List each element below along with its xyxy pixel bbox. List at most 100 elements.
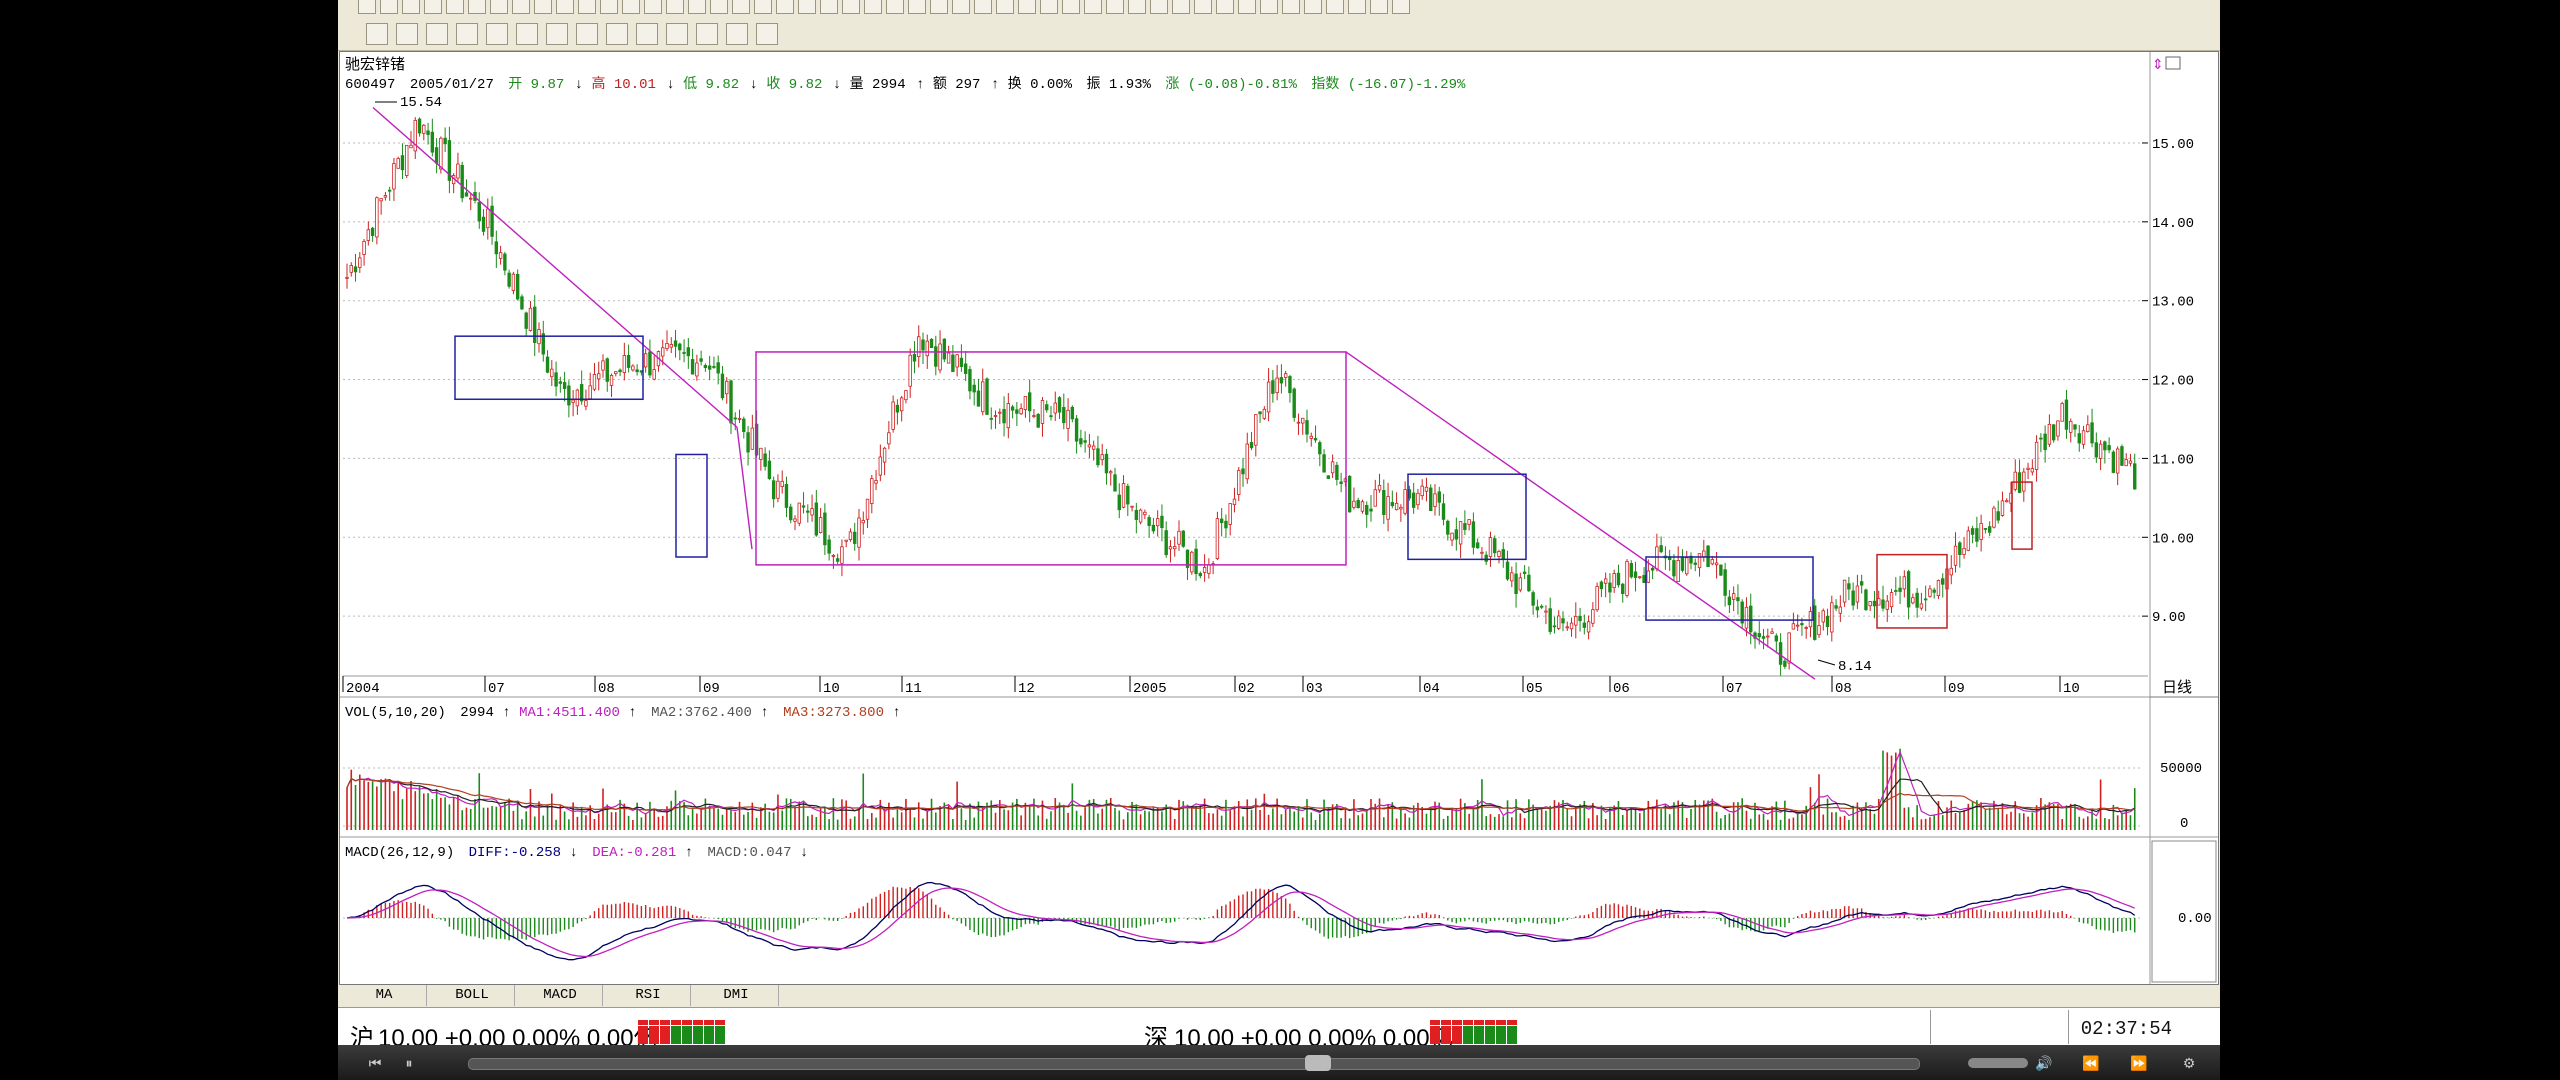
skip-back-icon[interactable]: ⏮: [368, 1055, 382, 1071]
period-button[interactable]: [726, 23, 748, 45]
toolbar-button[interactable]: [732, 0, 750, 14]
toolbar-button[interactable]: [754, 0, 772, 14]
toolbar-button[interactable]: [556, 0, 574, 14]
toolbar-button[interactable]: [490, 0, 508, 14]
adjust-icon[interactable]: ⇕: [2152, 56, 2164, 72]
period-button[interactable]: [666, 23, 688, 45]
candle-body: [366, 229, 371, 241]
toolbar-button[interactable]: [952, 0, 970, 14]
toolbar-button[interactable]: [798, 0, 816, 14]
toolbar-button[interactable]: [644, 0, 662, 14]
candle-body: [358, 257, 362, 268]
toolbar-button[interactable]: [534, 0, 552, 14]
period-button[interactable]: [366, 23, 388, 45]
toolbar-button[interactable]: [402, 0, 420, 14]
toolbar-button[interactable]: [622, 0, 640, 14]
toolbar-button[interactable]: [1216, 0, 1234, 14]
settings-icon[interactable]: ⚙: [2182, 1055, 2196, 1071]
candle-body: [1390, 502, 1395, 507]
candle-body: [1087, 444, 1092, 448]
toolbar-button[interactable]: [1084, 0, 1102, 14]
toolbar-button[interactable]: [688, 0, 706, 14]
toolbar-button[interactable]: [820, 0, 838, 14]
toolbar-button[interactable]: [1238, 0, 1256, 14]
candle-body: [1177, 530, 1181, 545]
toolbar-button[interactable]: [1106, 0, 1124, 14]
period-button[interactable]: [516, 23, 538, 45]
seek-bar[interactable]: [468, 1055, 1920, 1071]
toolbar-button[interactable]: [974, 0, 992, 14]
pause-icon[interactable]: ⏸: [405, 1055, 413, 1071]
toolbar-button[interactable]: [996, 0, 1014, 14]
period-button[interactable]: [756, 23, 778, 45]
candle-body: [1548, 608, 1552, 632]
candle-body: [1612, 573, 1616, 588]
chart-area[interactable]: 驰宏锌锗 600497 2005/01/27 开 9.87 ↓ 高 10.01 …: [339, 51, 2219, 985]
candle-body: [545, 356, 550, 373]
tab-boll[interactable]: BOLL: [430, 985, 515, 1006]
candle-body: [1941, 578, 1945, 585]
toolbar-button[interactable]: [864, 0, 882, 14]
toolbar-button[interactable]: [908, 0, 926, 14]
toolbar-button[interactable]: [512, 0, 530, 14]
period-button[interactable]: [396, 23, 418, 45]
toolbar-button[interactable]: [1260, 0, 1278, 14]
volume-slider[interactable]: [1968, 1058, 2028, 1068]
rewind-icon[interactable]: ⏪: [2082, 1055, 2100, 1071]
fast-forward-icon[interactable]: ⏩: [2130, 1055, 2148, 1071]
toolbar-button[interactable]: [1282, 0, 1300, 14]
candle-body: [1685, 557, 1689, 575]
toolbar-button[interactable]: [468, 0, 486, 14]
toolbar-button[interactable]: [1150, 0, 1168, 14]
toolbar-button[interactable]: [776, 0, 794, 14]
period-button[interactable]: [456, 23, 478, 45]
toolbar-button[interactable]: [446, 0, 464, 14]
chart-svg[interactable]: 驰宏锌锗 600497 2005/01/27 开 9.87 ↓ 高 10.01 …: [340, 52, 2218, 984]
period-button[interactable]: [426, 23, 448, 45]
toolbar-button[interactable]: [842, 0, 860, 14]
breadth-bar-top: [1507, 1020, 1517, 1025]
candle-body: [626, 355, 631, 368]
candle-body: [1544, 610, 1548, 613]
tab-dmi[interactable]: DMI: [694, 985, 779, 1006]
toolbar-button[interactable]: [424, 0, 442, 14]
candle-body: [1066, 409, 1070, 429]
toolbar-button[interactable]: [710, 0, 728, 14]
toolbar-button[interactable]: [600, 0, 618, 14]
period-button[interactable]: [546, 23, 568, 45]
toolbar-button[interactable]: [1304, 0, 1322, 14]
candle-body: [703, 365, 708, 369]
toolbar-button[interactable]: [886, 0, 904, 14]
candle-body: [1552, 625, 1557, 628]
candle-body: [865, 498, 870, 520]
toolbar-button[interactable]: [1348, 0, 1366, 14]
candle-body: [1586, 621, 1591, 633]
toolbar-button[interactable]: [1392, 0, 1410, 14]
toolbar-button[interactable]: [1172, 0, 1190, 14]
window-toggle-icon[interactable]: [2165, 56, 2181, 70]
breadth-bar: [682, 1026, 692, 1044]
toolbar-button[interactable]: [930, 0, 948, 14]
toolbar-button[interactable]: [1370, 0, 1388, 14]
toolbar-button[interactable]: [1018, 0, 1036, 14]
toolbar-button[interactable]: [578, 0, 596, 14]
tab-ma[interactable]: MA: [342, 985, 427, 1006]
toolbar-button[interactable]: [380, 0, 398, 14]
period-button[interactable]: [696, 23, 718, 45]
toolbar-button[interactable]: [1194, 0, 1212, 14]
toolbar-button[interactable]: [1062, 0, 1080, 14]
tab-macd[interactable]: MACD: [518, 985, 603, 1006]
seek-thumb[interactable]: [1305, 1055, 1331, 1071]
toolbar-button[interactable]: [1128, 0, 1146, 14]
candle-body: [1091, 445, 1096, 450]
period-button[interactable]: [576, 23, 598, 45]
toolbar-button[interactable]: [1040, 0, 1058, 14]
tab-rsi[interactable]: RSI: [606, 985, 691, 1006]
toolbar-button[interactable]: [666, 0, 684, 14]
period-button[interactable]: [636, 23, 658, 45]
toolbar-button[interactable]: [358, 0, 376, 14]
period-button[interactable]: [486, 23, 508, 45]
period-button[interactable]: [606, 23, 628, 45]
toolbar-button[interactable]: [1326, 0, 1344, 14]
speaker-icon[interactable]: 🔊: [2035, 1055, 2053, 1071]
